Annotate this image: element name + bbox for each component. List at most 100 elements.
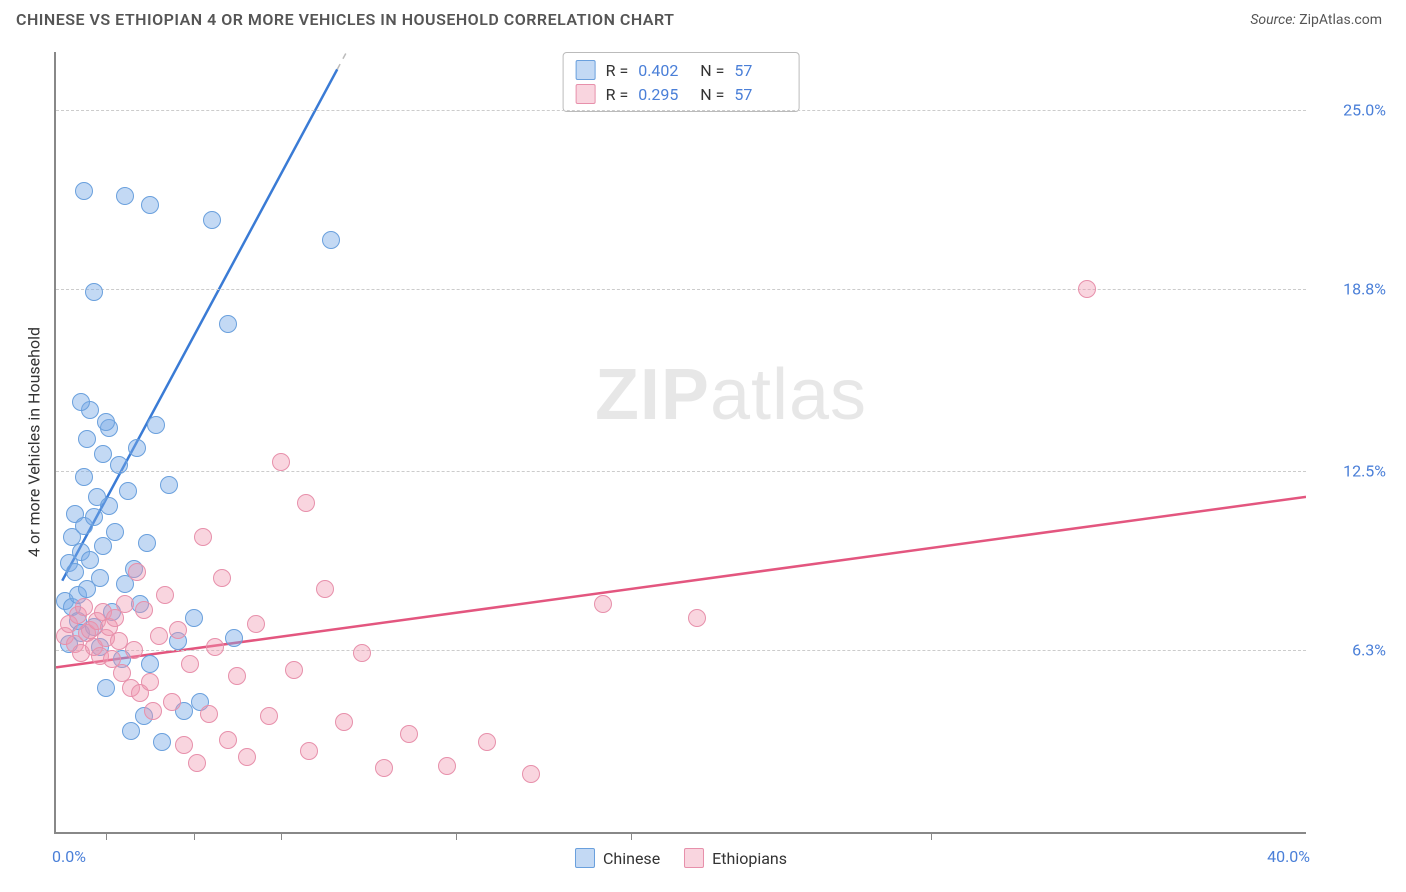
x-tick: [931, 832, 932, 840]
chart-area: 4 or more Vehicles in Household ZIPatlas…: [16, 40, 1396, 882]
data-point-ethiopians: [135, 601, 153, 619]
watermark-zip: ZIP: [595, 355, 710, 435]
data-point-ethiopians: [116, 595, 134, 613]
x-tick: [106, 832, 107, 840]
data-point-chinese: [110, 456, 128, 474]
y-tick-label: 18.8%: [1316, 279, 1386, 298]
data-point-chinese: [97, 413, 115, 431]
source-label: Source:: [1250, 12, 1295, 28]
data-point-ethiopians: [194, 528, 212, 546]
data-point-chinese: [94, 537, 112, 555]
data-point-ethiopians: [181, 655, 199, 673]
legend-item-chinese: Chinese: [575, 848, 660, 868]
y-gridline: [56, 289, 1306, 290]
watermark-atlas: atlas: [710, 355, 867, 435]
x-tick: [456, 832, 457, 840]
data-point-ethiopians: [1078, 280, 1096, 298]
data-point-ethiopians: [260, 707, 278, 725]
y-gridline: [56, 650, 1306, 651]
data-point-chinese: [141, 655, 159, 673]
data-point-chinese: [160, 476, 178, 494]
data-point-ethiopians: [228, 667, 246, 685]
n-label: N =: [700, 85, 724, 104]
data-point-chinese: [153, 733, 171, 751]
chart-title: CHINESE VS ETHIOPIAN 4 OR MORE VEHICLES …: [16, 10, 674, 29]
stats-row-chinese: R = 0.402 N = 57: [576, 58, 787, 82]
data-point-ethiopians: [272, 453, 290, 471]
data-point-ethiopians: [200, 705, 218, 723]
data-point-chinese: [116, 187, 134, 205]
data-point-ethiopians: [300, 742, 318, 760]
data-point-chinese: [75, 182, 93, 200]
data-point-chinese: [66, 563, 84, 581]
data-point-ethiopians: [247, 615, 265, 633]
data-point-ethiopians: [150, 627, 168, 645]
data-point-ethiopians: [141, 673, 159, 691]
r-label: R =: [606, 85, 629, 104]
trend-lines: [56, 52, 1306, 832]
legend-label-chinese: Chinese: [603, 849, 660, 868]
data-point-ethiopians: [478, 733, 496, 751]
r-label: R =: [606, 61, 629, 80]
stats-legend-box: R = 0.402 N = 57 R = 0.295 N = 57: [563, 52, 800, 112]
data-point-ethiopians: [213, 569, 231, 587]
y-gridline: [56, 471, 1306, 472]
data-point-ethiopians: [169, 621, 187, 639]
data-point-ethiopians: [125, 641, 143, 659]
y-tick-label: 12.5%: [1316, 461, 1386, 480]
data-point-chinese: [147, 416, 165, 434]
n-label: N =: [700, 61, 724, 80]
data-point-chinese: [138, 534, 156, 552]
r-value-ethiopians: 0.295: [638, 85, 690, 104]
data-point-ethiopians: [128, 563, 146, 581]
x-tick: [194, 832, 195, 840]
n-value-ethiopians: 57: [734, 85, 786, 104]
n-value-chinese: 57: [734, 61, 786, 80]
r-value-chinese: 0.402: [638, 61, 690, 80]
data-point-chinese: [219, 315, 237, 333]
data-point-ethiopians: [206, 638, 224, 656]
data-point-chinese: [225, 629, 243, 647]
x-axis-min-label: 0.0%: [52, 847, 86, 866]
data-point-ethiopians: [163, 693, 181, 711]
data-point-chinese: [72, 393, 90, 411]
swatch-chinese: [576, 60, 596, 80]
data-point-chinese: [97, 679, 115, 697]
data-point-chinese: [85, 508, 103, 526]
data-point-ethiopians: [144, 702, 162, 720]
y-tick-label: 6.3%: [1316, 641, 1386, 660]
data-point-chinese: [85, 283, 103, 301]
stats-row-ethiopians: R = 0.295 N = 57: [576, 82, 787, 106]
legend-item-ethiopians: Ethiopians: [684, 848, 787, 868]
legend-swatch-ethiopians: [684, 848, 704, 868]
series-legend: Chinese Ethiopians: [575, 848, 787, 868]
data-point-ethiopians: [297, 494, 315, 512]
data-point-ethiopians: [175, 736, 193, 754]
watermark: ZIPatlas: [595, 354, 867, 436]
data-point-ethiopians: [688, 609, 706, 627]
data-point-chinese: [141, 196, 159, 214]
x-tick: [281, 832, 282, 840]
legend-swatch-chinese: [575, 848, 595, 868]
chart-header: CHINESE VS ETHIOPIAN 4 OR MORE VEHICLES …: [0, 0, 1406, 33]
x-axis-max-label: 40.0%: [1267, 847, 1310, 866]
data-point-chinese: [322, 231, 340, 249]
data-point-ethiopians: [335, 713, 353, 731]
data-point-chinese: [81, 551, 99, 569]
data-point-chinese: [100, 497, 118, 515]
data-point-ethiopians: [219, 731, 237, 749]
data-point-chinese: [128, 439, 146, 457]
data-point-ethiopians: [238, 748, 256, 766]
data-point-ethiopians: [400, 725, 418, 743]
data-point-chinese: [78, 430, 96, 448]
plot-region: 4 or more Vehicles in Household ZIPatlas…: [54, 52, 1306, 834]
data-point-ethiopians: [375, 759, 393, 777]
data-point-ethiopians: [522, 765, 540, 783]
x-tick: [631, 832, 632, 840]
data-point-ethiopians: [188, 754, 206, 772]
data-point-chinese: [106, 523, 124, 541]
data-point-chinese: [203, 211, 221, 229]
data-point-chinese: [75, 468, 93, 486]
source-attribution: Source: ZipAtlas.com: [1250, 12, 1382, 28]
data-point-ethiopians: [156, 586, 174, 604]
